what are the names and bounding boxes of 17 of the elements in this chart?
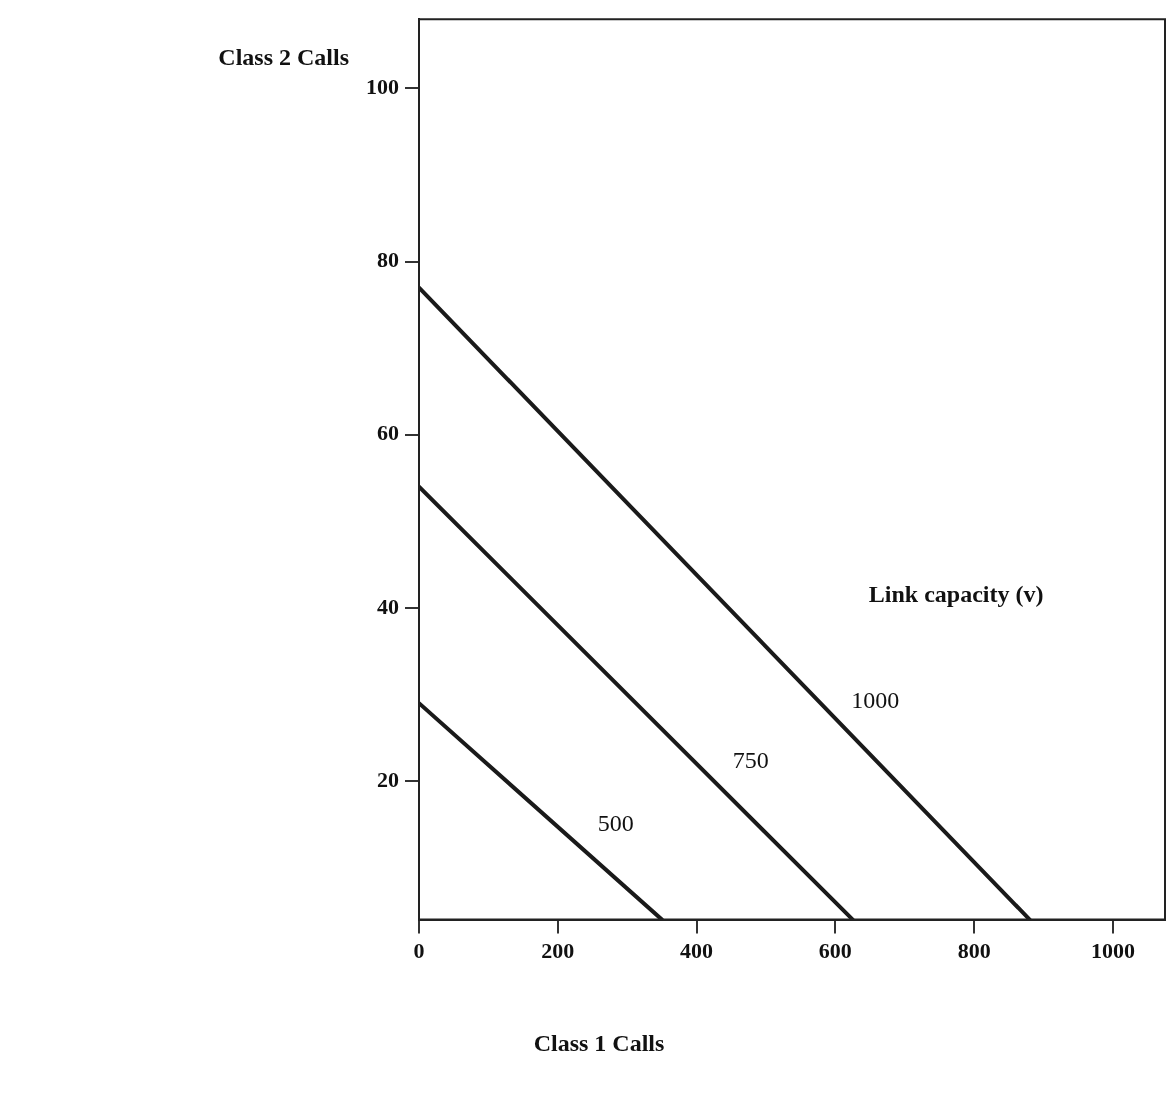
x-tick-label: 200 — [541, 938, 575, 964]
x-tick-label: 400 — [680, 938, 714, 964]
y-tick-label: 60 — [377, 420, 399, 446]
annotation: Link capacity (v) — [868, 580, 1044, 607]
x-axis-title: Class 1 Calls — [533, 1029, 665, 1056]
y-tick-label: 20 — [377, 766, 399, 792]
y-tick-label: 100 — [366, 74, 399, 100]
y-tick-label: 80 — [377, 247, 399, 273]
series-label: 750 — [732, 746, 769, 773]
y-axis-title: Class 2 Calls — [218, 44, 349, 71]
x-tick-label: 1000 — [1090, 938, 1135, 964]
y-tick-label: 40 — [377, 593, 399, 619]
x-tick-label: 600 — [818, 938, 852, 964]
x-tick-label: 0 — [413, 938, 425, 964]
x-tick-label: 800 — [957, 938, 991, 964]
series-label: 1000 — [851, 687, 900, 714]
series-label: 500 — [597, 810, 634, 837]
